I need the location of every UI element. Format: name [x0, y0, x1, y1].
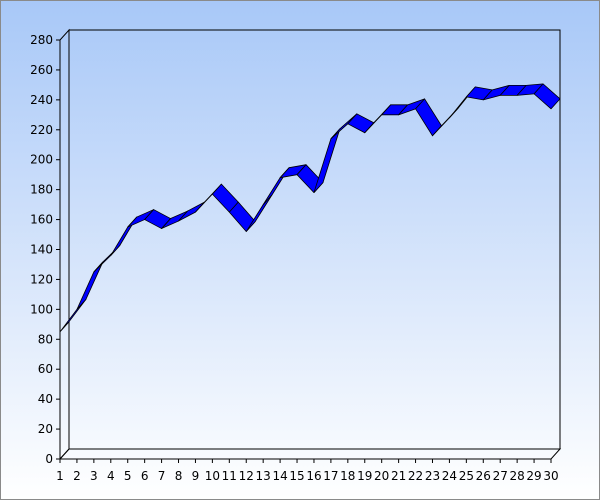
x-tick-label: 30	[543, 469, 558, 483]
x-tick-label: 28	[509, 469, 524, 483]
series-segment	[245, 194, 273, 232]
y-tick-label: 60	[38, 362, 53, 376]
series-segment	[533, 83, 561, 110]
y-tick-label: 100	[30, 302, 53, 316]
chart-axes	[58, 28, 562, 461]
series-ribbon	[59, 83, 561, 333]
x-axis-tick-labels: 1 2 3 4 5 6 7 8 9 10 11 12 13 14 15 16 17 18 19 20 21 22 23 24 2…	[56, 459, 559, 483]
x-tick-label: 14	[272, 469, 287, 483]
x-tick-label: 6	[141, 469, 149, 483]
series-segment	[347, 113, 375, 134]
y-tick-label: 120	[30, 272, 53, 286]
y-tick-label: 200	[30, 153, 53, 167]
x-tick-label: 3	[90, 469, 98, 483]
x-tick-label: 10	[205, 469, 220, 483]
x-tick-label: 18	[340, 469, 355, 483]
x-tick-label: 1	[56, 469, 64, 483]
x-tick-label: 22	[408, 469, 423, 483]
x-tick-label: 20	[374, 469, 389, 483]
floor	[58, 448, 562, 460]
x-tick-label: 29	[526, 469, 541, 483]
x-tick-label: 26	[476, 469, 491, 483]
y-tick-label: 0	[45, 452, 53, 466]
x-tick-label: 2	[73, 469, 81, 483]
x-tick-label: 9	[192, 469, 200, 483]
y-tick-label: 260	[30, 63, 53, 77]
series-segment	[76, 261, 104, 310]
x-tick-label: 4	[107, 469, 115, 483]
x-tick-label: 27	[493, 469, 508, 483]
x-tick-label: 25	[459, 469, 474, 483]
y-axis-tick-labels: 0 20 40 60 80 100 120 140 160 180 200 220 240 260 280	[30, 33, 60, 466]
x-tick-label: 24	[442, 469, 457, 483]
series-segment	[178, 201, 205, 222]
y-tick-label: 160	[30, 213, 53, 227]
x-tick-label: 17	[323, 469, 338, 483]
x-tick-label: 12	[239, 469, 254, 483]
x-tick-label: 19	[357, 469, 372, 483]
x-tick-label: 11	[222, 469, 237, 483]
x-tick-label: 13	[256, 469, 271, 483]
x-tick-label: 15	[289, 469, 304, 483]
x-tick-label: 16	[306, 469, 321, 483]
y-tick-label: 180	[30, 183, 53, 197]
x-tick-label: 23	[425, 469, 440, 483]
y-tick-label: 280	[30, 33, 53, 47]
series-segment	[313, 128, 341, 194]
x-tick-label: 21	[391, 469, 406, 483]
y-tick-label: 40	[38, 392, 53, 406]
y-tick-label: 140	[30, 243, 53, 257]
y-tick-label: 220	[30, 123, 53, 137]
y-tick-label: 20	[38, 422, 53, 436]
x-tick-label: 8	[175, 469, 183, 483]
x-tick-label: 5	[124, 469, 132, 483]
left-wall	[59, 28, 70, 461]
y-tick-label: 80	[38, 332, 53, 346]
x-tick-label: 7	[158, 469, 166, 483]
y-tick-label: 240	[30, 93, 53, 107]
